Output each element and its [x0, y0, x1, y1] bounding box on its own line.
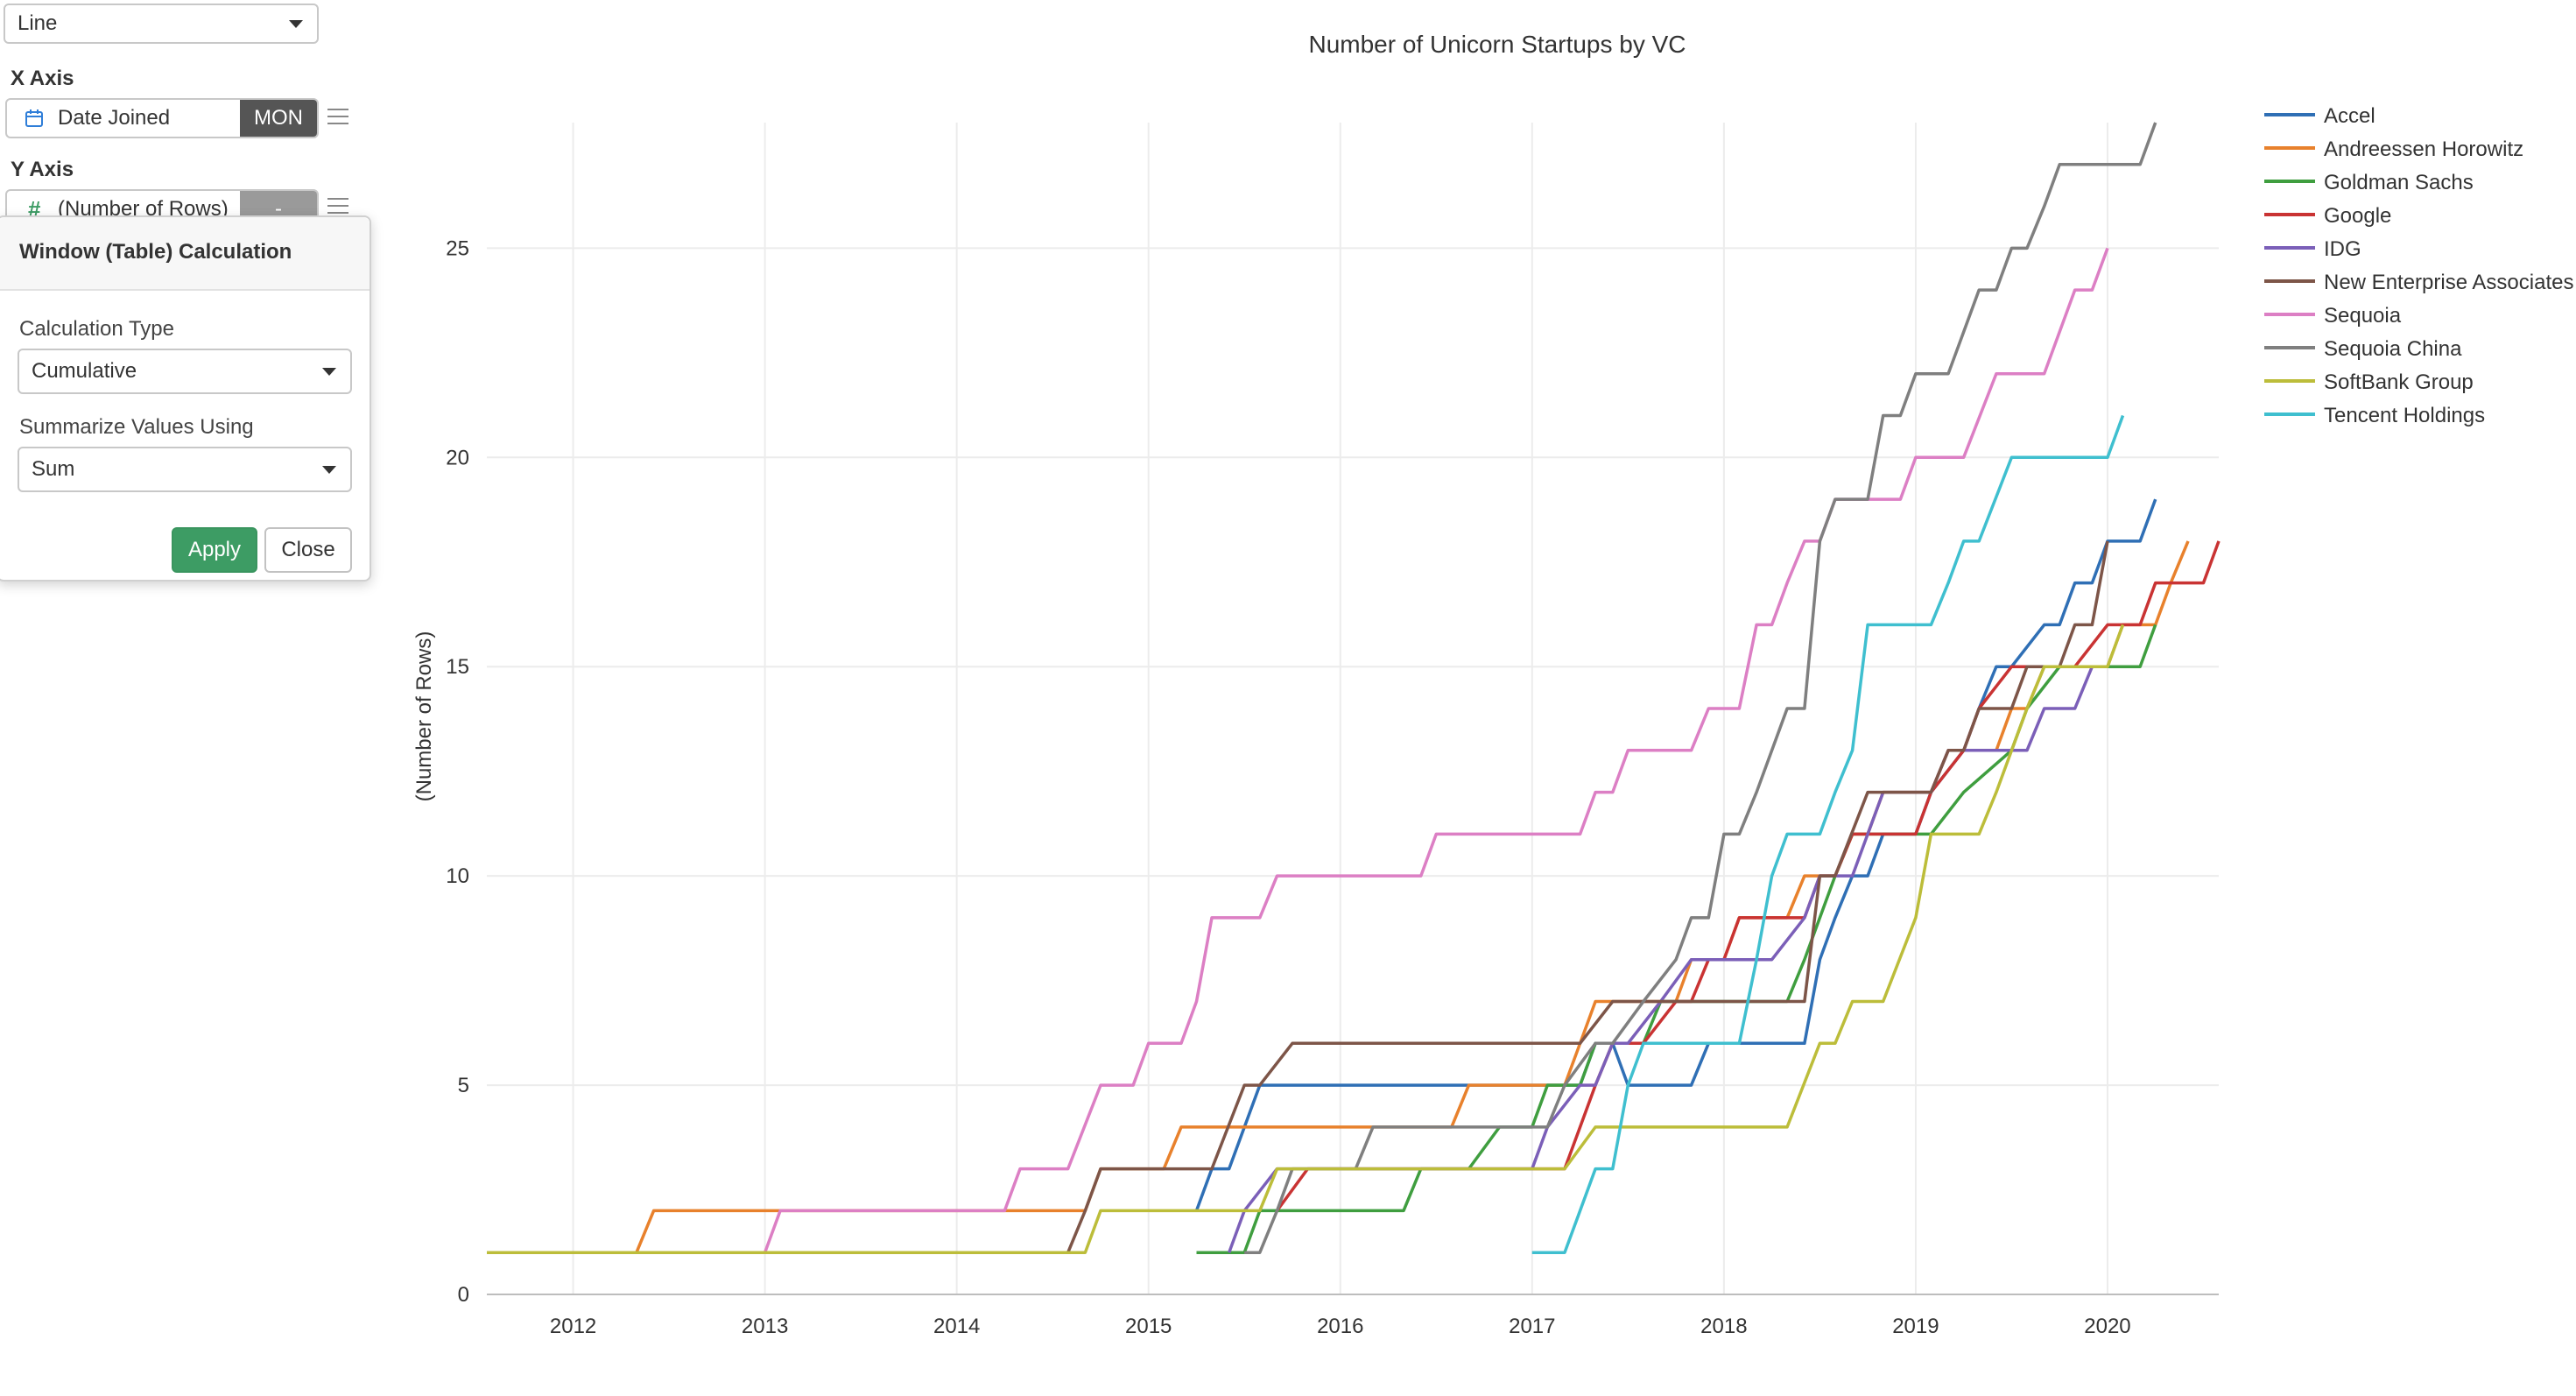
apply-button[interactable]: Apply — [172, 527, 257, 573]
series-lines — [487, 122, 2221, 1254]
x-axis-label: X Axis — [11, 67, 74, 90]
x-tick-label: 2018 — [1700, 1315, 1747, 1338]
legend-label-softbank-group: SoftBank Group — [2324, 370, 2474, 394]
legend: Accel Andreessen Horowitz Goldman Sachs Goo… — [2264, 104, 2573, 427]
x-tick-label: 2014 — [933, 1315, 980, 1338]
y-tick-label: 10 — [446, 864, 469, 888]
y-tick-label: 25 — [446, 236, 469, 260]
legend-label-accel: Accel — [2324, 104, 2375, 128]
series-line-andreessen-horowitz — [487, 540, 2190, 1254]
x-tick-label: 2015 — [1125, 1315, 1172, 1338]
series-line-accel — [1194, 498, 2157, 1212]
x-tick-label: 2019 — [1892, 1315, 1939, 1338]
x-tick-label: 2012 — [550, 1315, 596, 1338]
y-tick-label: 20 — [446, 446, 469, 469]
legend-label-google: Google — [2324, 204, 2391, 228]
legend-label-tencent-holdings: Tencent Holdings — [2324, 404, 2485, 427]
summarize-label: Summarize Values Using — [19, 415, 254, 439]
series-line-idg — [1228, 665, 2108, 1253]
y-axis-title: (Number of Rows) — [412, 631, 436, 802]
chart-type-value: Line — [18, 11, 58, 35]
x-axis-field[interactable]: Date Joined MON — [5, 98, 319, 138]
series-line-sequoia — [487, 247, 2109, 1254]
popover-header: Window (Table) Calculation — [0, 217, 370, 291]
x-tick-label: 2013 — [742, 1315, 788, 1338]
calendar-icon — [25, 109, 44, 128]
grid-lines — [487, 123, 2219, 1295]
x-axis-aggregation-button[interactable]: MON — [240, 100, 317, 137]
series-line-new-enterprise-associates — [487, 540, 2109, 1254]
calc-type-label: Calculation Type — [19, 317, 174, 341]
y-axis-label: Y Axis — [11, 158, 74, 181]
series-line-tencent-holdings — [1531, 414, 2125, 1254]
y-tick-label: 15 — [446, 655, 469, 679]
summarize-value: Sum — [32, 457, 75, 481]
legend-label-goldman-sachs: Goldman Sachs — [2324, 171, 2474, 194]
axis-ticks: 2012 2013 2014 2015 2016 2017 2018 2019 20200510… — [446, 236, 2130, 1338]
chart-type-select[interactable]: Line — [4, 4, 319, 44]
series-line-goldman-sachs — [1196, 624, 2157, 1254]
series-line-sequoia-china — [1244, 122, 2157, 1254]
x-tick-label: 2017 — [1509, 1315, 1555, 1338]
x-tick-label: 2020 — [2084, 1315, 2130, 1338]
x-axis-field-name: Date Joined — [58, 106, 171, 130]
hamburger-menu-icon[interactable] — [327, 198, 348, 214]
legend-label-andreessen-horowitz: Andreessen Horowitz — [2324, 137, 2523, 161]
legend-label-sequoia-china: Sequoia China — [2324, 337, 2462, 361]
y-tick-label: 0 — [458, 1283, 469, 1307]
caret-down-icon — [322, 368, 336, 376]
close-button[interactable]: Close — [264, 527, 352, 573]
x-tick-label: 2016 — [1317, 1315, 1363, 1338]
popover-title: Window (Table) Calculation — [19, 240, 292, 264]
legend-label-idg: IDG — [2324, 237, 2361, 261]
chart-title: Number of Unicorn Startups by VC — [1308, 31, 1686, 58]
window-calculation-popover: Window (Table) Calculation Calculation T… — [0, 215, 371, 582]
caret-down-icon — [322, 466, 336, 474]
series-line-softbank-group — [487, 624, 2125, 1254]
calc-type-value: Cumulative — [32, 359, 137, 383]
legend-label-new-enterprise-associates: New Enterprise Associates — [2324, 271, 2573, 294]
legend-label-sequoia: Sequoia — [2324, 304, 2402, 328]
summarize-select[interactable]: Sum — [18, 447, 352, 492]
y-tick-label: 5 — [458, 1074, 469, 1097]
hamburger-menu-icon[interactable] — [327, 109, 348, 124]
calc-type-select[interactable]: Cumulative — [18, 349, 352, 394]
caret-down-icon — [289, 20, 303, 28]
series-line-google — [1276, 540, 2221, 1212]
